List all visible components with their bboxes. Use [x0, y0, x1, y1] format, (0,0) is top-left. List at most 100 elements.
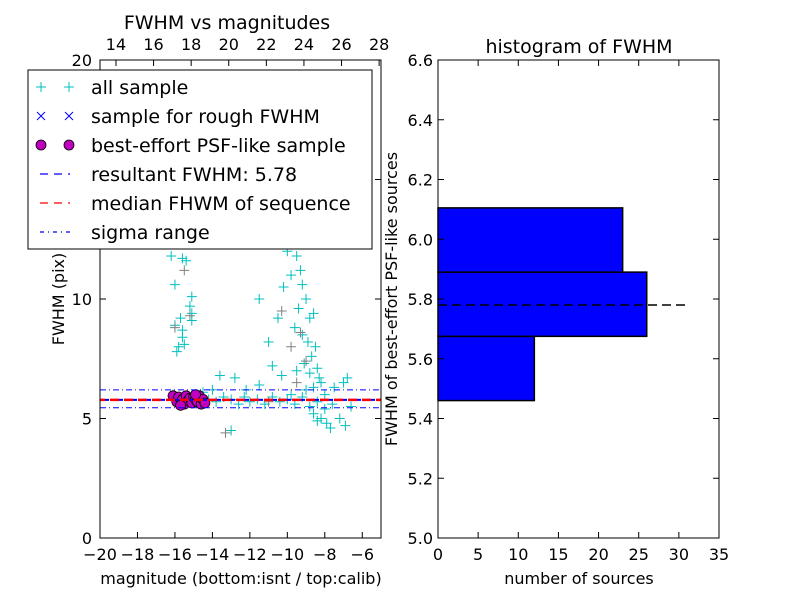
all-sample-point [308, 408, 319, 419]
calibrated-sample-point [179, 265, 190, 276]
all-sample-point [291, 365, 302, 376]
all-sample-point [289, 322, 300, 333]
all-sample-point [214, 370, 225, 381]
legend-entry: median FHWM of sequence [40, 193, 351, 215]
all-sample-point [177, 325, 188, 336]
top-x-tick-label: 14 [106, 35, 126, 54]
all-sample-point [254, 380, 265, 391]
all-sample-point [173, 341, 184, 352]
x-tick-label: 25 [629, 545, 649, 564]
all-sample-point [319, 389, 330, 400]
legend-box [27, 69, 373, 250]
all-sample-point [316, 377, 327, 388]
top-x-tick-label: 20 [219, 35, 239, 54]
x-tick-label: 15 [548, 545, 568, 564]
all-sample-point [211, 396, 222, 407]
plus-marker-icon [36, 82, 46, 92]
all-sample-point [278, 282, 289, 293]
x-tick-label: 0 [433, 545, 443, 564]
calibrated-sample-point [276, 305, 287, 316]
all-sample-point [346, 401, 357, 412]
y-tick-label: 10 [72, 290, 92, 309]
all-sample-point [184, 301, 195, 312]
psf-sample-point [190, 389, 201, 401]
all-sample-point [306, 351, 317, 362]
all-sample-point [175, 313, 186, 324]
x-marker-icon [64, 111, 74, 121]
all-sample-point [263, 337, 274, 348]
legend-label: median FHWM of sequence [91, 193, 351, 215]
x-tick-label: −10 [270, 545, 304, 564]
x-tick-label: −18 [121, 545, 155, 564]
all-sample-point [272, 313, 283, 324]
all-sample-point [310, 341, 321, 352]
all-sample-point [293, 303, 304, 314]
all-sample-point [286, 270, 297, 281]
all-sample-point [295, 265, 306, 276]
all-sample-point [314, 372, 325, 383]
x-tick-label: −16 [158, 545, 192, 564]
circle-marker-icon [35, 139, 47, 151]
x-tick-label: 10 [508, 545, 528, 564]
y-tick-label: 0 [82, 529, 92, 548]
all-sample-point [340, 420, 351, 431]
histogram-title: histogram of FWHM [485, 36, 672, 58]
histogram-axes: 0 5 10 15 20 25 30 35 5.0 5.2 5.4 5.6 5.8 6.0 6.2 6.4 6.… [382, 36, 729, 588]
all-sample-point [186, 315, 197, 326]
all-sample-point [319, 403, 330, 414]
scatter-title: FWHM vs magnitudes [124, 12, 330, 34]
y-tick-label: 6.4 [408, 111, 433, 130]
all-sample-point [169, 279, 180, 290]
histogram-ylabel: FWHM of best-effort PSF-like sources [382, 152, 401, 446]
all-sample-point [181, 255, 192, 266]
all-sample-point [291, 250, 302, 261]
all-sample-point [308, 382, 319, 393]
top-x-tick-label: 24 [294, 35, 314, 54]
x-tick-label: 30 [669, 545, 689, 564]
x-tick-label: −20 [83, 545, 117, 564]
legend-entry: best-effort PSF-like sample [35, 135, 346, 157]
all-sample-point [186, 291, 197, 302]
y-tick-label: 6.2 [408, 171, 433, 190]
calibrated-sample-point [184, 310, 195, 321]
x-tick-label: 20 [588, 545, 608, 564]
all-sample-point [304, 401, 315, 412]
legend: all sample sample for rough FWHM best-effo… [27, 69, 373, 250]
top-x-tick-label: 16 [143, 35, 163, 54]
legend-entry: sample for rough FWHM [36, 106, 320, 128]
legend-entry: resultant FWHM: 5.78 [40, 164, 297, 186]
all-sample-point [297, 279, 308, 290]
calibrated-sample-point [291, 377, 302, 388]
all-sample-point [254, 294, 265, 304]
x-tick-label: 5 [473, 545, 483, 564]
calibrated-sample-point [295, 327, 306, 338]
all-sample-point [244, 396, 255, 407]
all-sample-point [329, 382, 340, 393]
y-tick-label: 5.6 [408, 350, 433, 369]
all-sample-point [312, 396, 323, 407]
all-sample-point [299, 358, 310, 369]
histogram-bar [437, 207, 624, 273]
all-sample-point [308, 308, 319, 319]
all-sample-point [304, 368, 315, 379]
y-tick-label: 5.4 [408, 410, 433, 429]
x-tick-label: 35 [709, 545, 729, 564]
x-tick-label: −14 [196, 545, 230, 564]
calibrated-sample-point [169, 322, 180, 333]
legend-entry: all sample [36, 77, 188, 99]
all-sample-point [166, 250, 177, 261]
top-x-tick-label: 22 [256, 35, 276, 54]
legend-label: resultant FWHM: 5.78 [91, 164, 297, 186]
histogram-bar [437, 335, 536, 402]
top-x-tick-label: 26 [331, 35, 351, 54]
all-sample-point [312, 363, 323, 374]
all-sample-point [229, 372, 240, 383]
histogram-xlabel: number of sources [504, 569, 654, 588]
y-tick-label: 6.6 [408, 51, 433, 70]
circle-marker-icon [63, 139, 75, 151]
scatter-axes: −20 −18 −16 −14 −12 −10 −8 −6 14 16 18 20 22 24 26 28 0 5… [27, 12, 389, 588]
all-sample-point [325, 423, 336, 434]
all-sample-point [297, 329, 308, 340]
all-sample-point [334, 413, 345, 424]
